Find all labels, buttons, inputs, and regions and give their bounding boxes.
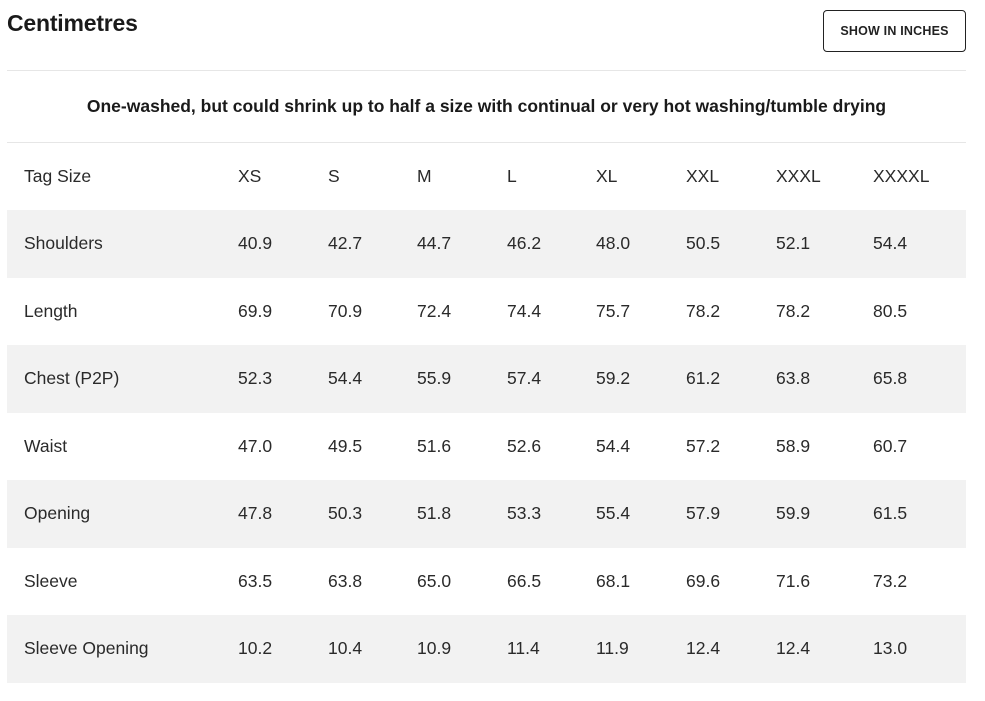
table-header-row: Tag Size XS S M L XL XXL XXXL XXXXL <box>7 143 966 210</box>
measurement-value: 66.5 <box>507 570 542 591</box>
measurement-value: 11.4 <box>507 638 540 659</box>
show-in-inches-button[interactable]: SHOW IN INCHES <box>823 10 966 52</box>
size-header-xxl: XXL <box>686 166 720 186</box>
measurement-label: Sleeve <box>24 570 78 591</box>
table-row: Sleeve 63.5 63.8 65.0 66.5 68.1 69.6 71.6 73.2 <box>7 548 966 616</box>
measurement-value: 52.6 <box>507 435 542 456</box>
size-table: Tag Size XS S M L XL XXL XXXL XXXXL Shou… <box>7 143 966 683</box>
size-header-xxxl: XXXL <box>776 166 821 186</box>
measurement-value: 11.9 <box>596 638 629 659</box>
measurement-value: 72.4 <box>417 300 452 321</box>
measurement-value: 78.2 <box>776 300 811 321</box>
measurement-value: 61.2 <box>686 368 721 389</box>
measurement-value: 53.3 <box>507 503 542 524</box>
measurement-value: 80.5 <box>873 300 908 321</box>
measurement-value: 69.9 <box>238 300 273 321</box>
measurement-value: 50.5 <box>686 233 721 254</box>
measurement-value: 55.9 <box>417 368 452 389</box>
measurement-value: 65.8 <box>873 368 908 389</box>
measurement-value: 65.0 <box>417 570 452 591</box>
size-header-s: S <box>328 166 340 186</box>
table-row: Shoulders 40.9 42.7 44.7 46.2 48.0 50.5 52.1 54.… <box>7 210 966 278</box>
measurement-label: Chest (P2P) <box>24 368 120 389</box>
size-header-xs: XS <box>238 166 262 186</box>
measurement-value: 54.4 <box>596 435 631 456</box>
measurement-value: 47.8 <box>238 503 273 524</box>
measurement-value: 44.7 <box>417 233 452 254</box>
measurement-value: 60.7 <box>873 435 908 456</box>
measurement-value: 54.4 <box>328 368 363 389</box>
table-row: Opening 47.8 50.3 51.8 53.3 55.4 57.9 59.9 61.5 <box>7 480 966 548</box>
measurement-value: 58.9 <box>776 435 811 456</box>
measurement-value: 13.0 <box>873 638 908 659</box>
page-title: Centimetres <box>7 10 138 36</box>
measurement-value: 55.4 <box>596 503 631 524</box>
measurement-value: 70.9 <box>328 300 363 321</box>
measurement-value: 78.2 <box>686 300 721 321</box>
measurement-value: 75.7 <box>596 300 631 321</box>
size-header-l: L <box>507 166 517 186</box>
measurement-value: 10.2 <box>238 638 273 659</box>
measurement-value: 51.8 <box>417 503 452 524</box>
measurement-value: 52.1 <box>776 233 811 254</box>
washing-note: One-washed, but could shrink up to half … <box>7 70 966 143</box>
size-header-xl: XL <box>596 166 618 186</box>
measurement-value: 57.2 <box>686 435 721 456</box>
measurement-value: 10.9 <box>417 638 452 659</box>
measurement-value: 59.9 <box>776 503 811 524</box>
measurement-value: 61.5 <box>873 503 908 524</box>
measurement-value: 57.4 <box>507 368 542 389</box>
table-row: Waist 47.0 49.5 51.6 52.6 54.4 57.2 58.9 60.7 <box>7 413 966 481</box>
measurement-label: Waist <box>24 435 68 456</box>
measurement-value: 71.6 <box>776 570 811 591</box>
measurement-value: 68.1 <box>596 570 631 591</box>
measurement-label: Length <box>24 300 78 321</box>
measurement-value: 63.8 <box>776 368 811 389</box>
measurement-value: 54.4 <box>873 233 908 254</box>
measurement-value: 63.5 <box>238 570 273 591</box>
measurement-value: 52.3 <box>238 368 273 389</box>
measurement-value: 40.9 <box>238 233 273 254</box>
measurement-label: Opening <box>24 503 91 524</box>
table-row: Sleeve Opening 10.2 10.4 10.9 11.4 11.9 12.4 12… <box>7 615 966 683</box>
measurement-value: 74.4 <box>507 300 542 321</box>
measurement-value: 59.2 <box>596 368 631 389</box>
measurement-value: 12.4 <box>776 638 811 659</box>
table-row: Chest (P2P) 52.3 54.4 55.9 57.4 59.2 61.2 63.8 6… <box>7 345 966 413</box>
table-row: Length 69.9 70.9 72.4 74.4 75.7 78.2 78.2 80.5 <box>7 278 966 346</box>
tag-size-header: Tag Size <box>24 166 92 186</box>
measurement-value: 63.8 <box>328 570 363 591</box>
measurement-value: 46.2 <box>507 233 542 254</box>
measurement-value: 69.6 <box>686 570 721 591</box>
size-header-m: M <box>417 166 432 186</box>
size-chart-header: Centimetres SHOW IN INCHES <box>7 0 966 71</box>
measurement-value: 10.4 <box>328 638 363 659</box>
measurement-label: Shoulders <box>24 233 103 254</box>
size-header-xxxxl: XXXXL <box>873 166 930 186</box>
measurement-value: 42.7 <box>328 233 363 254</box>
measurement-value: 50.3 <box>328 503 363 524</box>
measurement-value: 48.0 <box>596 233 631 254</box>
measurement-value: 47.0 <box>238 435 273 456</box>
measurement-label: Sleeve Opening <box>24 638 149 659</box>
measurement-value: 57.9 <box>686 503 721 524</box>
measurement-value: 51.6 <box>417 435 452 456</box>
measurement-value: 49.5 <box>328 435 363 456</box>
measurement-value: 73.2 <box>873 570 908 591</box>
measurement-value: 12.4 <box>686 638 721 659</box>
